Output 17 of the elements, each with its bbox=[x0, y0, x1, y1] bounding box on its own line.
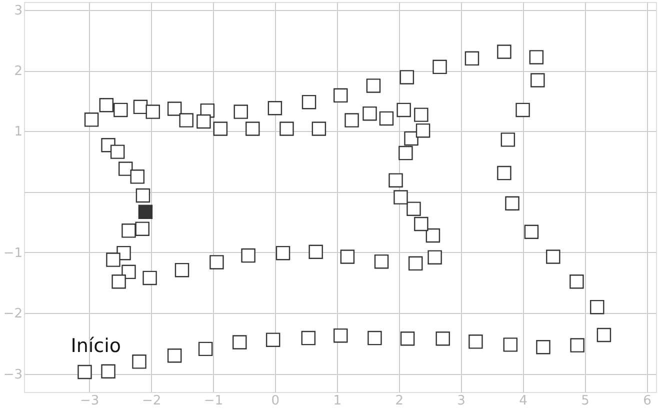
annotation: Início bbox=[70, 334, 122, 357]
x-tick-label: 6 bbox=[643, 394, 652, 408]
y-tick-label: 2 bbox=[14, 64, 22, 80]
x-tick-label: −2 bbox=[142, 394, 162, 408]
y-tick-label: 1 bbox=[14, 124, 22, 140]
x-tick-label: 4 bbox=[519, 394, 528, 408]
y-tick-label: −3 bbox=[3, 367, 22, 382]
x-tick-label: −1 bbox=[204, 394, 224, 408]
x-tick-label: 0 bbox=[271, 394, 280, 408]
x-tick-label: 1 bbox=[333, 394, 342, 408]
x-tick-label: −3 bbox=[80, 394, 100, 408]
x-tick-label: 3 bbox=[457, 394, 466, 408]
y-tick-label: −1 bbox=[3, 246, 22, 261]
x-tick-label: 2 bbox=[395, 394, 404, 408]
y-tick-label: 3 bbox=[14, 3, 22, 18]
x-tick-label: 5 bbox=[581, 394, 590, 408]
y-tick-label: −2 bbox=[3, 306, 22, 322]
